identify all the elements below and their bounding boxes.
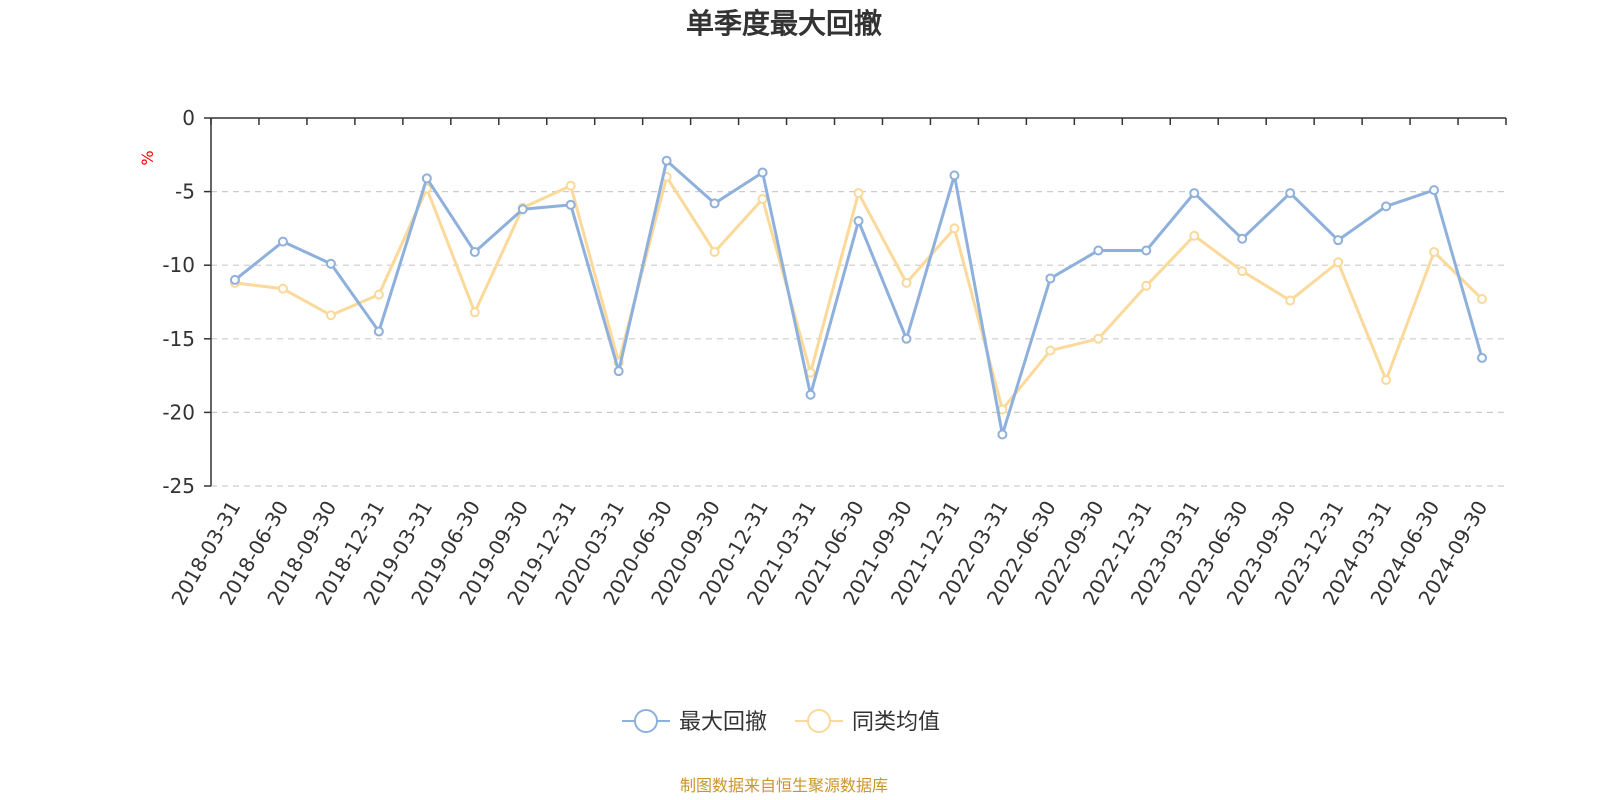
series-line [234, 175, 1484, 411]
data-point [325, 310, 336, 321]
data-point [949, 170, 960, 181]
y-tick-label: -15 [162, 327, 195, 351]
data-point [1381, 201, 1392, 212]
data-point [1045, 345, 1056, 356]
legend[interactable]: 最大回撤 同类均值 [622, 709, 940, 735]
data-point [469, 307, 480, 318]
data-point [709, 246, 720, 257]
data-point [1285, 188, 1296, 199]
data-point [1429, 246, 1440, 257]
data-point [565, 199, 576, 210]
y-tick-label: 0 [182, 106, 195, 130]
data-point [661, 155, 672, 166]
data-point [1333, 257, 1344, 268]
data-point [1141, 245, 1152, 256]
legend-label: 同类均值 [852, 710, 940, 735]
data-point [517, 204, 528, 215]
data-point [1189, 230, 1200, 241]
data-point [853, 188, 864, 199]
data-point [1429, 185, 1440, 196]
data-point [757, 167, 768, 178]
data-point [1045, 273, 1056, 284]
data-point [1237, 266, 1248, 277]
data-point [853, 216, 864, 227]
data-point [373, 289, 384, 300]
data-point [325, 258, 336, 269]
y-tick-label: -10 [162, 253, 195, 277]
data-point [421, 173, 432, 184]
y-tick-label: -5 [175, 180, 195, 204]
data-point [1333, 235, 1344, 246]
data-point [1285, 295, 1296, 306]
data-point [613, 366, 624, 377]
data-point [1477, 294, 1488, 305]
y-axis-label: % [138, 150, 157, 165]
data-point [565, 180, 576, 191]
data-point [757, 193, 768, 204]
series-1 [229, 171, 1488, 415]
data-point [1381, 375, 1392, 386]
series-group [229, 155, 1488, 440]
legend-label: 最大回撤 [679, 710, 767, 735]
legend-item[interactable]: 同类均值 [795, 709, 940, 735]
data-point [277, 236, 288, 247]
data-point [229, 274, 240, 285]
series-0 [229, 155, 1488, 440]
data-point [277, 283, 288, 294]
data-point [373, 326, 384, 337]
data-point [901, 333, 912, 344]
data-point [1093, 245, 1104, 256]
data-point [709, 198, 720, 209]
data-point [997, 429, 1008, 440]
legend-marker [634, 709, 658, 733]
data-point [805, 389, 816, 400]
data-point [901, 277, 912, 288]
data-point [949, 223, 960, 234]
y-tick-label: -20 [162, 400, 195, 424]
data-point [1477, 352, 1488, 363]
y-tick-label: -25 [162, 474, 195, 498]
data-point [1141, 280, 1152, 291]
data-point [1093, 333, 1104, 344]
data-point [1189, 188, 1200, 199]
chart-title: 单季度最大回撤 [686, 7, 882, 40]
legend-item[interactable]: 最大回撤 [622, 709, 767, 735]
data-point [469, 246, 480, 257]
data-source-caption: 制图数据来自恒生聚源数据库 [680, 776, 888, 795]
legend-marker [807, 709, 831, 733]
data-point [1237, 233, 1248, 244]
axes: 0-5-10-15-20-252018-03-312018-06-302018-… [162, 106, 1507, 609]
